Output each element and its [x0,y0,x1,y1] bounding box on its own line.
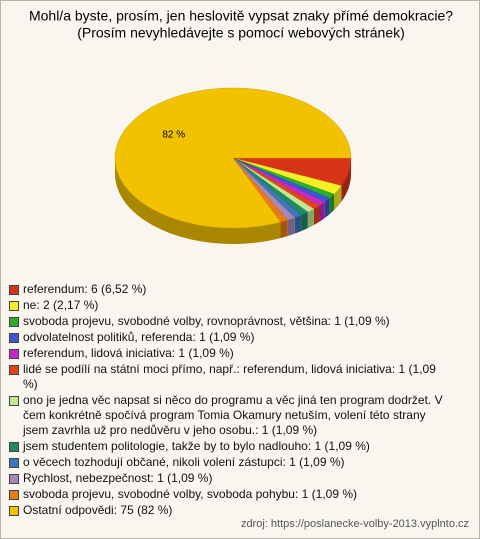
legend-swatch [9,317,19,327]
legend-label: referendum, lidová iniciativa: 1 (1,09 %… [23,346,234,360]
pie-slice [114,87,352,229]
legend-item: ne: 2 (2,17 %) [9,298,449,313]
legend-swatch [9,474,19,484]
legend-item: odvolatelnost politiků, referenda: 1 (1,… [9,330,449,345]
chart-subtitle: (Prosím nevyhledávejte s pomocí webových… [77,25,405,41]
legend-item: svoboda projevu, svobodné volby, rovnopr… [9,314,449,329]
pie-slice-side [341,158,351,202]
pie-slice-side [329,194,335,215]
legend-swatch [9,301,19,311]
legend: referendum: 6 (6,52 %) ne: 2 (2,17 %) svob… [9,282,449,519]
legend-swatch [9,490,19,500]
pie-slice-side [313,205,320,225]
legend-swatch [9,458,19,468]
legend-item: referendum: 6 (6,52 %) [9,282,449,297]
pie-slice-side [115,158,281,245]
legend-label: lidé se podílí na státní moci přímo, nap… [23,362,436,391]
legend-label: Rychlost, nebezpečnost: 1 (1,09 %) [23,471,213,485]
source: zdroj: https://poslanecke-volby-2013.vyp… [240,518,469,530]
chart-title: Mohl/a byste, prosím, jen heslovitě vyps… [29,8,453,24]
pie-slice-side [324,198,330,218]
legend-label: jsem studentem politologie, takže by to … [23,439,370,453]
legend-label: Ostatní odpovědi: 75 (82 %) [23,503,173,517]
legend-item: Rychlost, nebezpečnost: 1 (1,09 %) [9,471,449,486]
legend-label: svoboda projevu, svobodné volby, rovnopr… [23,314,390,328]
pie-slice-side [301,212,308,232]
legend-swatch [9,506,19,516]
legend-label: ono je jedna věc napsat si něco do progr… [23,393,443,437]
pie-area: Mohl/a byste, prosím, jen heslovitě vyps… [29,8,453,245]
pie-slice-side [334,185,342,211]
legend-item: jsem studentem politologie, takže by to … [9,439,449,454]
legend-label: referendum: 6 (6,52 %) [23,282,147,296]
legend-label: o věcech tozhodují občané, nikoli volení… [23,455,345,469]
pie-slice-side [307,208,314,229]
legend-label: ne: 2 (2,17 %) [23,298,99,312]
legend-label: odvolatelnost politiků, referenda: 1 (1,… [23,330,255,344]
pie-slice-side [319,201,325,222]
legend-item: referendum, lidová iniciativa: 1 (1,09 %… [9,346,449,361]
legend-item: ono je jedna věc napsat si něco do progr… [9,393,449,438]
legend-label: svoboda projevu, svobodné volby, svoboda… [23,487,357,501]
legend-swatch [9,365,19,375]
legend-item: svoboda projevu, svobodné volby, svoboda… [9,487,449,502]
pie-slice-side [287,217,295,237]
pie-slice-side [294,215,302,234]
legend-swatch [9,396,19,406]
pie-slice-side [280,220,288,239]
legend-swatch [9,349,19,359]
legend-swatch [9,442,19,452]
legend-item: o věcech tozhodují občané, nikoli volení… [9,455,449,470]
legend-swatch [9,285,19,295]
legend-item: Ostatní odpovědi: 75 (82 %) [9,503,449,518]
slice-label: 82 % [162,130,185,141]
legend-swatch [9,333,19,343]
legend-item: lidé se podílí na státní moci přímo, nap… [9,362,449,392]
